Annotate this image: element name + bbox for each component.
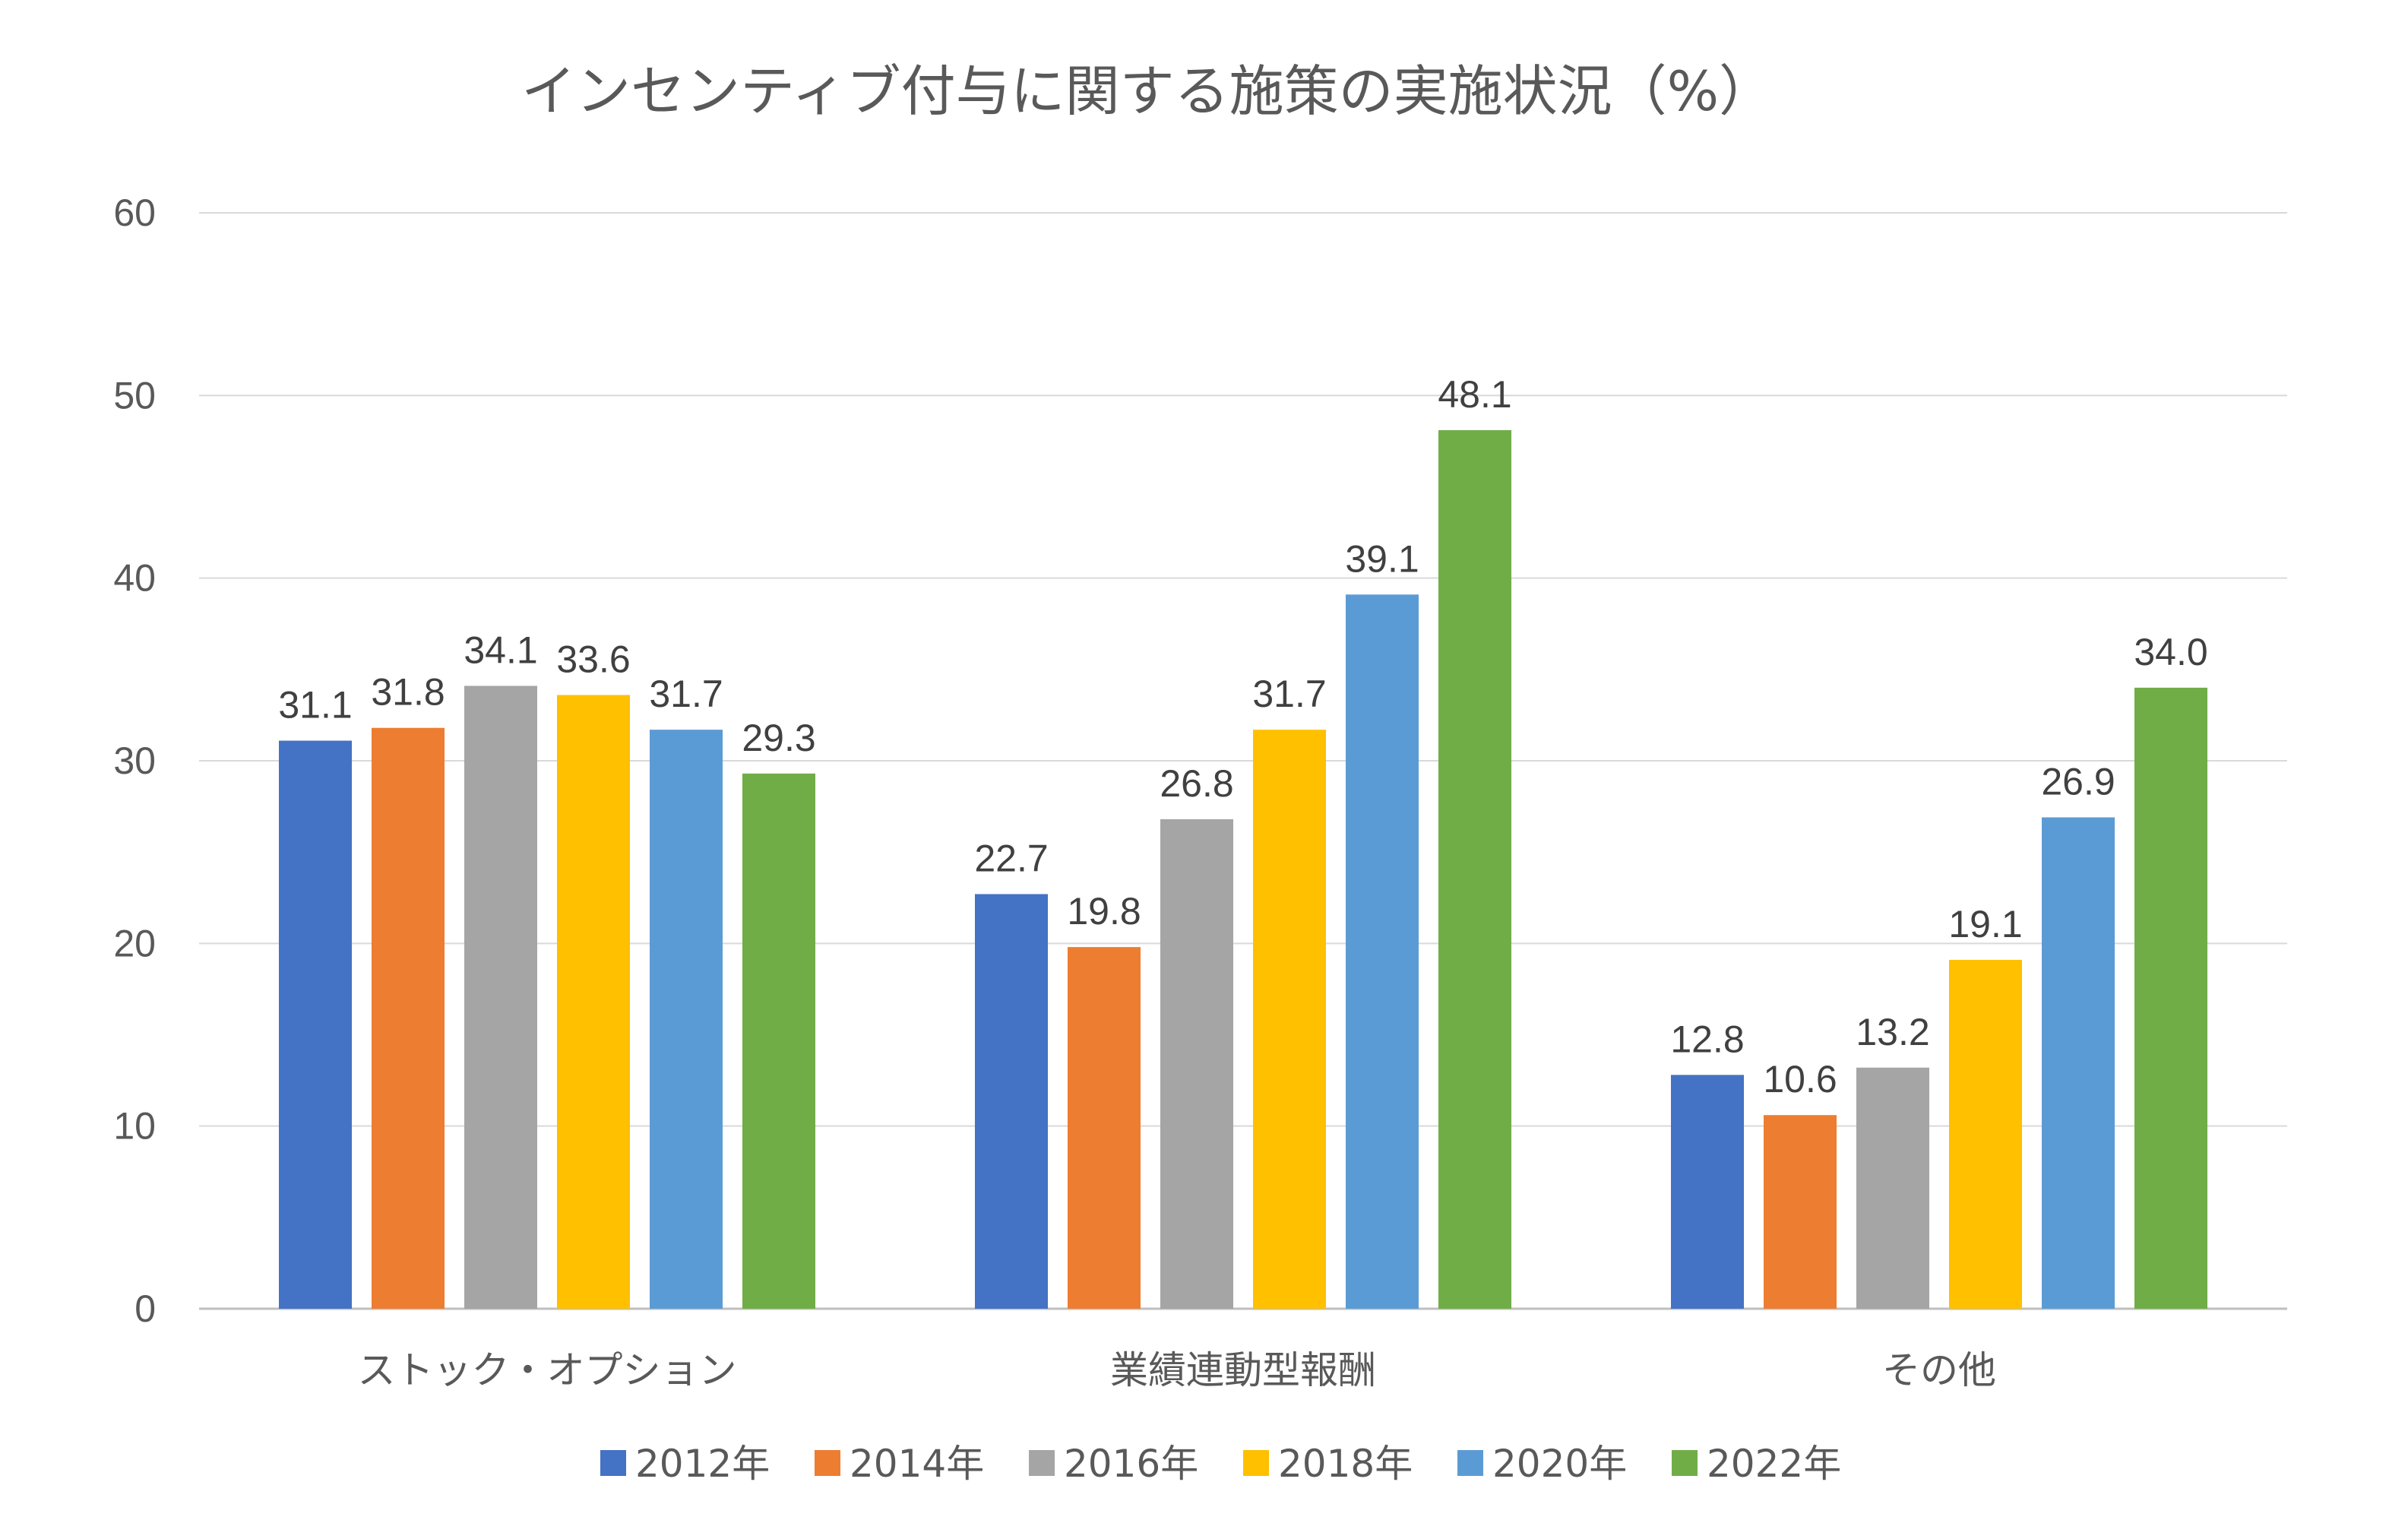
bar xyxy=(464,686,537,1309)
bar xyxy=(975,894,1048,1309)
bar xyxy=(557,695,630,1309)
legend-label: 2014年 xyxy=(850,1442,984,1486)
bar xyxy=(1160,819,1233,1309)
y-axis-ticks: 0 10 20 30 40 50 60 xyxy=(113,192,156,1330)
bar xyxy=(279,740,352,1309)
data-label: 31.7 xyxy=(1252,673,1326,715)
legend-swatch xyxy=(600,1450,626,1476)
gridlines xyxy=(199,212,2287,1310)
legend-swatch xyxy=(1243,1450,1269,1476)
bar xyxy=(742,773,815,1309)
data-label: 39.1 xyxy=(1345,537,1419,580)
bar xyxy=(1949,959,2022,1309)
legend-label: 2012年 xyxy=(635,1442,770,1486)
legend-swatch xyxy=(1029,1450,1055,1476)
bar xyxy=(1764,1115,1837,1309)
category-label: ストック・オプション xyxy=(358,1348,737,1392)
data-label: 26.8 xyxy=(1160,762,1233,805)
data-label: 10.6 xyxy=(1763,1058,1837,1100)
bar xyxy=(2134,687,2207,1309)
data-label: 31.1 xyxy=(278,684,352,727)
bar xyxy=(372,727,445,1309)
legend-label: 2016年 xyxy=(1064,1442,1198,1486)
bar xyxy=(1346,594,1419,1309)
data-labels: 31.1 31.8 34.1 33.6 31.7 29.3 22.7 19.8 26.8 31.7… xyxy=(278,373,2207,1100)
legend-label: 2022年 xyxy=(1707,1442,1841,1486)
bars xyxy=(279,429,2207,1309)
chart-title: インセンティブ付与に関する施策の実施状況（%） xyxy=(521,59,1774,123)
data-label: 31.7 xyxy=(649,673,723,715)
legend-swatch xyxy=(815,1450,840,1476)
data-label: 19.8 xyxy=(1067,890,1141,933)
bar xyxy=(650,730,723,1309)
category-label: その他 xyxy=(1882,1348,1996,1392)
bar xyxy=(1068,947,1141,1309)
legend-swatch xyxy=(1672,1450,1698,1476)
legend-label: 2018年 xyxy=(1278,1442,1413,1486)
data-label: 22.7 xyxy=(974,837,1048,879)
bar xyxy=(1856,1067,1929,1309)
bar xyxy=(1253,730,1326,1309)
data-label: 33.6 xyxy=(556,638,630,680)
data-label: 48.1 xyxy=(1438,373,1511,416)
data-label: 34.0 xyxy=(2134,631,2207,673)
category-label: 業績連動型報酬 xyxy=(1110,1348,1376,1392)
y-tick-label: 10 xyxy=(113,1105,156,1148)
bar xyxy=(1438,429,1511,1309)
y-tick-label: 50 xyxy=(113,374,156,416)
data-label: 31.8 xyxy=(371,671,445,714)
y-tick-label: 20 xyxy=(113,922,156,964)
bar xyxy=(2042,817,2115,1309)
data-label: 34.1 xyxy=(464,629,537,671)
legend-swatch xyxy=(1457,1450,1483,1476)
legend-label: 2020年 xyxy=(1492,1442,1627,1486)
y-tick-label: 40 xyxy=(113,557,156,600)
y-tick-label: 60 xyxy=(113,192,156,234)
bar xyxy=(1671,1075,1744,1309)
y-tick-label: 30 xyxy=(113,739,156,782)
data-label: 29.3 xyxy=(742,717,815,759)
data-label: 19.1 xyxy=(1948,903,2022,945)
data-label: 26.9 xyxy=(2041,761,2115,803)
legend: 2012年 2014年 2016年 2018年 2020年 2022年 xyxy=(600,1442,1841,1486)
data-label: 13.2 xyxy=(1856,1011,1929,1053)
x-axis-categories: ストック・オプション 業績連動型報酬 その他 xyxy=(358,1348,1997,1392)
y-tick-label: 0 xyxy=(134,1287,156,1330)
data-label: 12.8 xyxy=(1670,1018,1744,1060)
